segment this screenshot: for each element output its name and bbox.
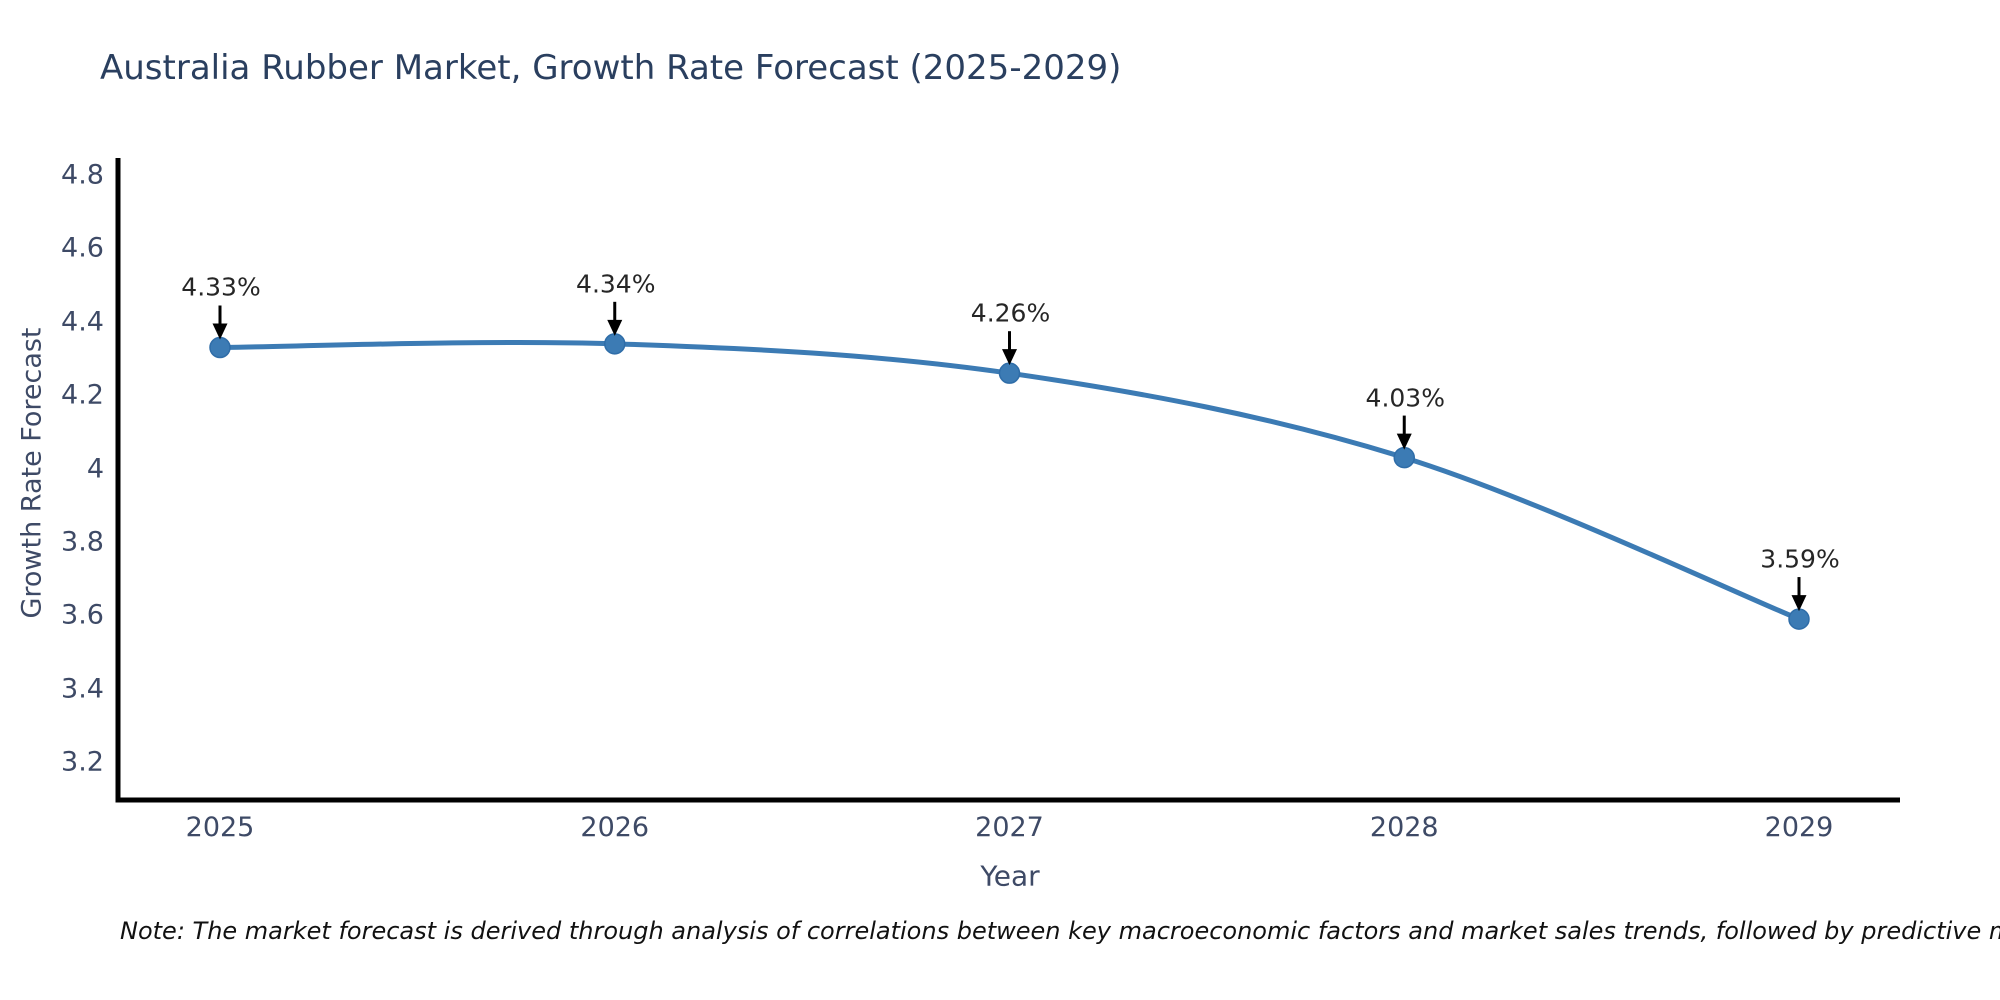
y-tick-label: 4.4 [61, 306, 104, 338]
annotation-arrow-head [1002, 349, 1017, 366]
data-point-value-label: 4.03% [1365, 383, 1445, 413]
x-tick-label: 2027 [975, 812, 1044, 843]
x-tick-label: 2028 [1369, 812, 1439, 843]
x-tick-label: 2025 [185, 812, 255, 843]
data-point-marker [209, 336, 231, 359]
forecast-line [219, 339, 1800, 622]
data-point-value-label: 4.34% [576, 269, 656, 299]
y-tick-label: 3.2 [61, 746, 104, 778]
data-point-marker [604, 333, 626, 355]
data-point-value-label: 4.26% [970, 298, 1051, 328]
annotation-arrow-head [607, 319, 623, 336]
y-tick-label: 4.8 [61, 159, 104, 191]
y-tick-label: 3.4 [61, 673, 104, 705]
x-tick-label: 2029 [1764, 812, 1834, 843]
annotation-arrow-head [1791, 595, 1807, 612]
y-tick-label: 3.6 [61, 599, 104, 631]
annotation-arrow-head [1396, 433, 1412, 450]
chart-title: Australia Rubber Market, Growth Rate For… [100, 48, 1122, 88]
data-point-value-label: 3.59% [1760, 544, 1840, 574]
data-point-marker [1788, 608, 1810, 630]
data-point-marker [998, 362, 1021, 384]
x-axis-title: Year [980, 859, 1040, 893]
data-point-marker [1393, 446, 1415, 469]
y-tick-label: 4 [86, 453, 104, 485]
y-tick-label: 4.2 [61, 379, 104, 411]
data-point-value-label: 4.33% [181, 272, 261, 302]
y-tick-label: 3.8 [61, 526, 104, 558]
x-tick-label: 2026 [580, 812, 650, 843]
y-axis-title: Growth Rate Forecast [16, 327, 48, 619]
y-tick-label: 4.6 [61, 232, 104, 264]
annotation-arrow-head [212, 323, 228, 340]
chart-footnote: Note: The market forecast is derived thr… [120, 917, 2000, 945]
